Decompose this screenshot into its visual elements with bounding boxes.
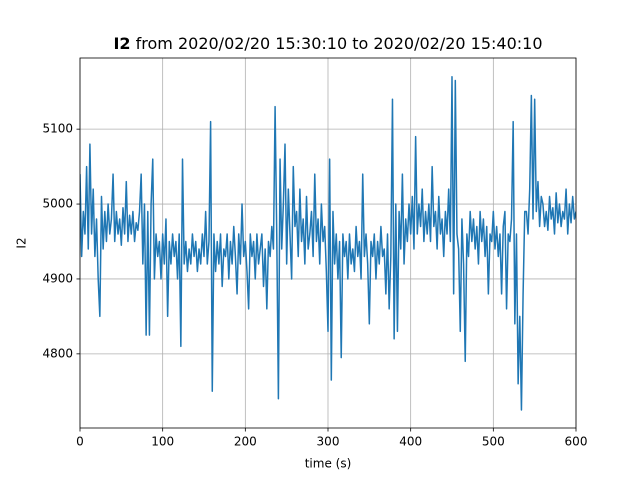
y-axis-label: I2 — [15, 237, 29, 248]
y-tick-label: 4900 — [42, 271, 73, 285]
y-tick-label: 5000 — [42, 197, 73, 211]
data-line — [80, 75, 576, 411]
y-tick-label: 5100 — [42, 122, 73, 136]
x-tick-label: 400 — [399, 435, 422, 449]
x-tick-label: 600 — [565, 435, 588, 449]
x-tick-label: 100 — [151, 435, 174, 449]
x-tick-label: 500 — [482, 435, 505, 449]
title-range: from 2020/02/20 15:30:10 to 2020/02/20 1… — [136, 34, 543, 53]
x-axis-label: time (s) — [305, 457, 352, 471]
title-variable: I2 — [113, 34, 130, 53]
x-tick-label: 200 — [234, 435, 257, 449]
chart-title: I2 from 2020/02/20 15:30:10 to 2020/02/2… — [113, 34, 542, 53]
x-tick-label: 0 — [76, 435, 84, 449]
y-tick-label: 4800 — [42, 346, 73, 360]
x-tick-label: 300 — [317, 435, 340, 449]
plot-frame — [79, 57, 577, 429]
